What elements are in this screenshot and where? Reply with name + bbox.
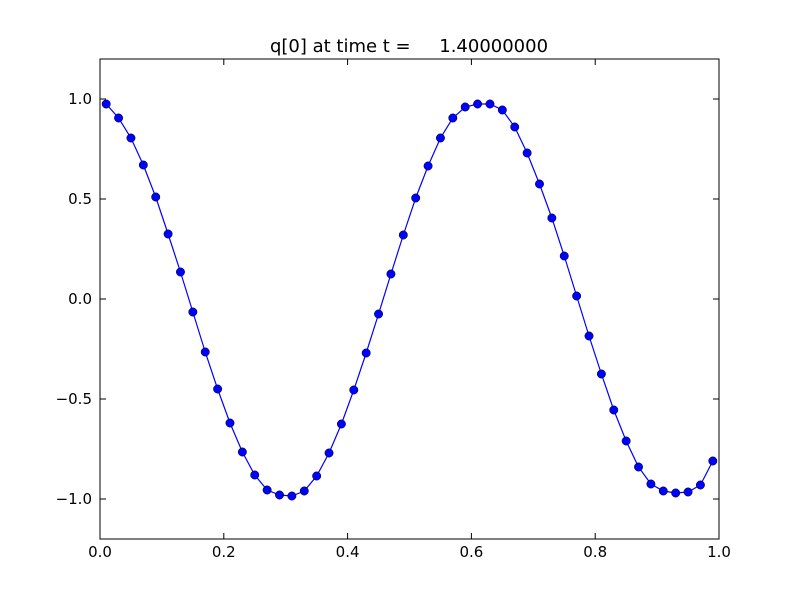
data-point — [213, 384, 223, 394]
data-point — [163, 229, 173, 239]
data-point — [374, 309, 383, 319]
data-point — [596, 369, 606, 379]
data-point — [324, 448, 334, 458]
data-point — [101, 99, 111, 109]
data-point — [237, 447, 247, 457]
data-point — [646, 479, 656, 489]
data-point — [535, 179, 544, 189]
data-point — [126, 133, 136, 143]
y-tick-label: 0.0 — [68, 290, 92, 308]
data-point — [572, 291, 582, 301]
data-point — [708, 456, 718, 466]
data-point — [621, 436, 631, 446]
y-tick-label: 0.5 — [68, 190, 92, 208]
data-point — [695, 480, 705, 490]
x-tick-label: 0.4 — [336, 543, 360, 561]
data-point — [386, 269, 396, 279]
data-point — [151, 192, 161, 202]
data-point — [584, 331, 594, 341]
data-point — [361, 348, 371, 358]
data-point — [225, 418, 235, 428]
data-point — [176, 267, 185, 277]
x-tick-label: 0.8 — [583, 543, 607, 561]
y-tick-label: −0.5 — [56, 390, 92, 408]
data-point — [250, 470, 260, 480]
x-tick-label: 1.0 — [707, 543, 731, 561]
series-line — [105, 103, 714, 497]
data-point — [299, 486, 309, 496]
data-point — [547, 213, 557, 223]
data-point — [411, 193, 421, 203]
data-point — [287, 491, 297, 501]
data-point — [448, 113, 458, 123]
data-point — [683, 487, 693, 497]
data-point — [436, 133, 445, 143]
data-point — [634, 462, 643, 472]
y-tick-label: 1.0 — [68, 90, 92, 108]
data-point — [398, 230, 408, 240]
x-tick-label: 0.0 — [88, 543, 112, 561]
x-tick-label: 0.2 — [212, 543, 236, 561]
data-point — [497, 105, 507, 115]
y-tick-label: −1.0 — [56, 490, 92, 508]
x-tick-label: 0.6 — [459, 543, 483, 561]
data-point — [336, 419, 346, 429]
data-point — [312, 471, 322, 481]
chart-title: q[0] at time t = 1.40000000 — [270, 36, 548, 57]
data-point — [188, 307, 198, 317]
plot-frame — [99, 58, 720, 540]
data-point — [485, 99, 495, 109]
data-point — [609, 405, 619, 415]
data-point — [559, 251, 569, 261]
data-point — [349, 385, 359, 395]
data-point — [423, 161, 433, 171]
data-point — [200, 347, 210, 357]
data-point — [473, 99, 483, 109]
data-point — [658, 486, 668, 496]
data-point — [510, 122, 520, 132]
data-point — [671, 488, 681, 498]
data-point — [138, 160, 148, 170]
data-point — [275, 490, 284, 500]
data-point — [522, 148, 532, 158]
data-point — [262, 485, 272, 495]
data-point — [460, 102, 470, 112]
data-point — [114, 113, 124, 123]
